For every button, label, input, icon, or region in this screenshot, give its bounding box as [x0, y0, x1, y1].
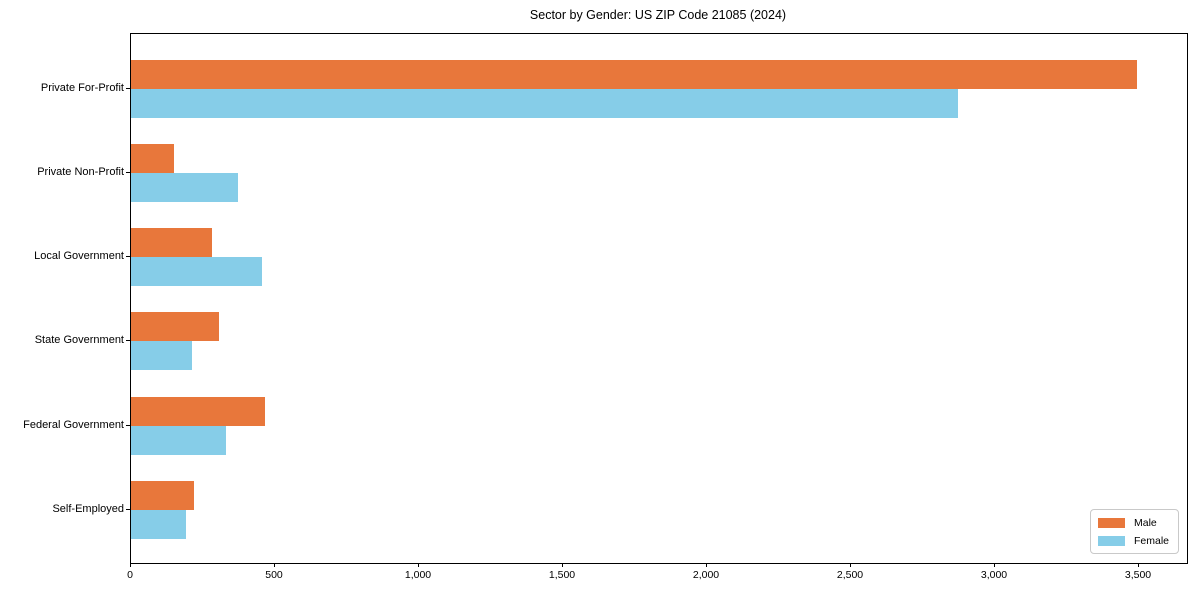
x-tick-label-1500: 1,500 [548, 569, 576, 581]
bar-female-private-non-profit [131, 172, 238, 202]
bar-female-private-for-profit [131, 88, 958, 118]
x-tick-mark [274, 563, 275, 567]
x-tick-mark [706, 563, 707, 567]
y-tick-mark [126, 171, 130, 173]
bar-male-federal-government [131, 396, 265, 426]
bar-male-private-non-profit [131, 143, 174, 173]
legend: Male Female [1090, 509, 1179, 554]
x-tick-mark [562, 563, 563, 567]
x-tick-label-3000: 3,000 [980, 569, 1008, 581]
legend-swatch-male [1098, 517, 1125, 528]
x-tick-mark [850, 563, 851, 567]
bar-male-self-employed [131, 481, 194, 510]
x-tick-label-500: 500 [265, 569, 283, 581]
y-tick-mark [126, 424, 130, 426]
bar-male-state-government [131, 312, 219, 342]
legend-label-female: Female [1134, 534, 1170, 547]
plot-area [130, 33, 1188, 564]
bar-female-federal-government [131, 425, 226, 455]
y-tick-label-private-non-profit: Private Non-Profit [37, 165, 124, 178]
legend-item-female: Female [1098, 535, 1171, 547]
y-tick-mark [126, 509, 130, 510]
bar-female-local-government [131, 257, 262, 287]
legend-item-male: Male [1098, 517, 1171, 529]
y-tick-mark [126, 87, 130, 89]
legend-label-male: Male [1134, 516, 1157, 529]
bar-female-self-employed [131, 510, 186, 539]
x-tick-label-2500: 2,500 [836, 569, 864, 581]
legend-swatch-female [1098, 535, 1125, 546]
chart-title: Sector by Gender: US ZIP Code 21085 (202… [529, 8, 787, 22]
x-tick-mark [418, 563, 419, 567]
y-tick-label-local-government: Local Government [34, 250, 124, 263]
x-tick-label-0: 0 [127, 569, 133, 581]
y-tick-label-state-government: State Government [34, 334, 124, 347]
y-tick-mark [126, 256, 130, 258]
bar-male-private-for-profit [131, 59, 1137, 89]
bar-female-state-government [131, 341, 192, 371]
x-tick-label-2000: 2,000 [692, 569, 720, 581]
x-tick-mark [130, 563, 131, 567]
x-tick-mark [1138, 563, 1139, 567]
y-tick-label-private-for-profit: Private For-Profit [40, 81, 124, 94]
x-tick-label-1000: 1,000 [404, 569, 432, 581]
y-tick-label-federal-government: Federal Government [23, 418, 124, 431]
y-tick-label-self-employed: Self-Employed [52, 503, 124, 515]
x-tick-mark [994, 563, 995, 567]
x-tick-label-3500: 3,500 [1124, 569, 1152, 581]
bar-male-local-government [131, 228, 212, 258]
y-tick-mark [126, 340, 130, 342]
